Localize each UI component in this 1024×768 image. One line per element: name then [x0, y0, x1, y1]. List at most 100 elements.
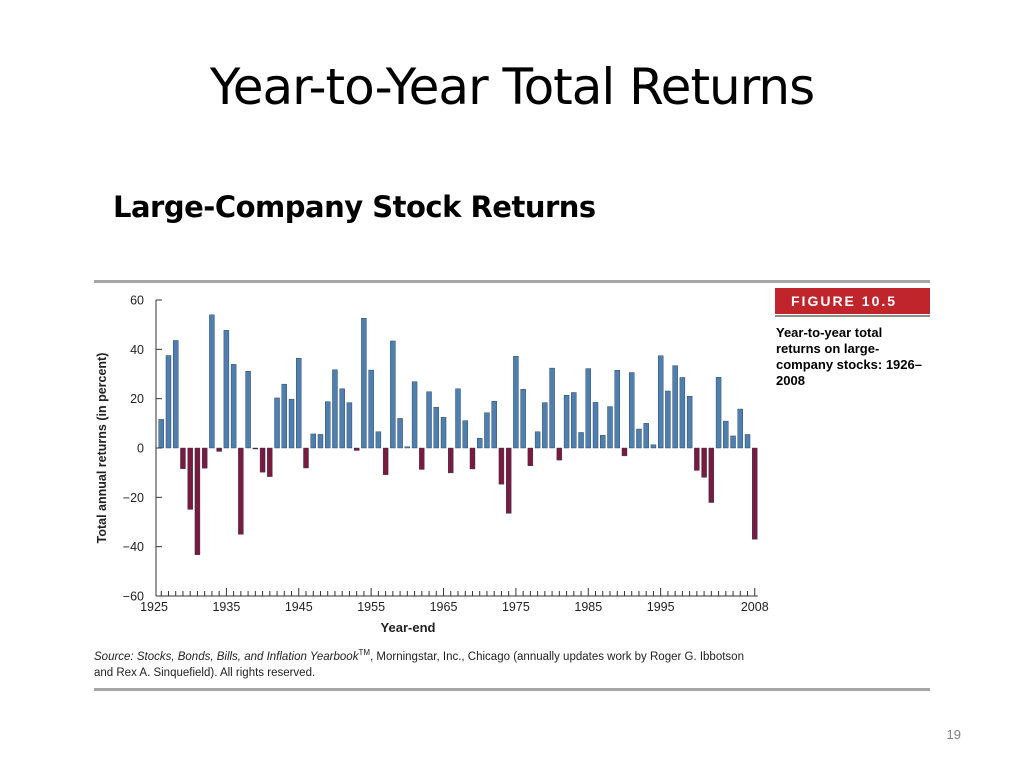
y-tick-label: −60: [123, 590, 144, 604]
bar-1946: [303, 447, 309, 469]
source-note: Source: Stocks, Bonds, Bills, and Inflat…: [94, 645, 764, 681]
y-tick-label: 0: [137, 442, 144, 456]
x-tick-label: 1935: [212, 600, 240, 614]
bar-1969: [469, 447, 476, 470]
bar-1928: [173, 340, 179, 449]
bar-1987: [600, 434, 606, 449]
bar-1984: [578, 432, 584, 449]
bar-1990: [621, 447, 628, 457]
bar-1992: [636, 428, 642, 449]
bar-1931: [194, 447, 201, 556]
bar-2007: [744, 434, 751, 449]
bar-1964: [433, 407, 439, 449]
bar-1997: [672, 365, 678, 449]
bar-1979: [542, 402, 548, 449]
bar-1977: [527, 447, 534, 466]
trademark-mark: TM: [358, 648, 371, 657]
source-title: Source: Stocks, Bonds, Bills, and Inflat…: [94, 650, 359, 663]
bar-1934: [216, 447, 222, 452]
x-tick-label: 2008: [741, 600, 769, 614]
bar-1944: [288, 398, 295, 449]
bar-1989: [614, 370, 620, 449]
bars-group: [158, 314, 758, 556]
x-tick-label: 1945: [285, 600, 313, 614]
bar-1991: [629, 372, 635, 449]
bar-1988: [607, 406, 613, 449]
bar-1940: [259, 447, 266, 473]
bar-1962: [419, 447, 425, 470]
bar-1999: [686, 395, 693, 449]
x-tick-label: 1985: [574, 600, 602, 614]
figure-label-underline: [775, 315, 930, 317]
bar-2001: [701, 447, 707, 478]
bar-1975: [513, 356, 519, 449]
bar-1937: [238, 447, 244, 535]
y-axis: 60 40 20 0 −20 −40 −60: [123, 294, 162, 604]
bar-1963: [426, 391, 432, 449]
bar-1954: [361, 318, 367, 449]
bar-1996: [665, 390, 671, 449]
bar-1949: [325, 401, 331, 449]
bar-1960: [404, 446, 411, 449]
figure-top-rule: [94, 280, 930, 283]
slide-title: Year-to-Year Total Returns: [209, 58, 815, 116]
x-tick-label: 1955: [357, 600, 385, 614]
bar-1959: [397, 418, 403, 449]
bar-1948: [317, 434, 324, 449]
bar-1929: [180, 447, 186, 469]
bar-1986: [592, 402, 599, 449]
x-axis-label: Year-end: [381, 620, 436, 635]
bar-1966: [448, 447, 454, 474]
x-tick-label: 1965: [430, 600, 458, 614]
bar-1961: [411, 381, 418, 449]
bar-1957: [382, 447, 389, 475]
bar-1971: [484, 412, 490, 449]
bar-2005: [730, 435, 736, 449]
bar-1943: [281, 383, 287, 449]
bar-1974: [505, 447, 512, 514]
bar-1947: [310, 433, 316, 449]
y-tick-label: −40: [123, 540, 144, 554]
bar-1942: [274, 397, 280, 449]
bar-1927: [165, 355, 172, 449]
bar-1978: [534, 431, 541, 449]
bar-2008: [752, 447, 758, 540]
x-tick-label: 1925: [140, 600, 168, 614]
y-tick-label: 60: [130, 294, 144, 308]
bar-1926: [158, 419, 164, 449]
bar-1994: [650, 444, 657, 449]
bar-1933: [209, 314, 215, 449]
bar-2000: [694, 447, 700, 471]
x-axis: 1925 1935 1945 1955 1965 1975 1985 1995 2008: [140, 588, 769, 614]
bar-1968: [462, 420, 468, 449]
bar-1972: [491, 400, 497, 449]
bar-1930: [187, 447, 193, 510]
bar-1980: [549, 367, 555, 449]
bar-1970: [477, 437, 483, 449]
bar-1935: [223, 330, 230, 449]
y-tick-label: 40: [130, 343, 144, 357]
bar-2002: [708, 447, 715, 503]
y-tick-label: 20: [130, 392, 144, 406]
y-axis-label: Total annual returns (in percent): [95, 353, 109, 544]
figure-bottom-rule: [94, 688, 930, 691]
bar-1965: [440, 416, 447, 449]
bar-1939: [252, 447, 259, 450]
bar-1958: [390, 340, 396, 449]
bar-1995: [657, 355, 664, 449]
bar-1938: [245, 371, 251, 449]
returns-bar-chart: 60 40 20 0 −20 −40 −60 1925 1935 1945 1955 1965 197…: [95, 294, 769, 636]
bar-1945: [296, 358, 302, 449]
bar-1941: [267, 447, 273, 477]
bar-1981: [556, 447, 563, 461]
bar-1967: [455, 388, 461, 449]
bar-2006: [737, 408, 743, 449]
bar-1998: [679, 377, 686, 449]
bar-1976: [520, 389, 526, 449]
y-tick-label: −20: [123, 491, 144, 505]
bar-1973: [498, 447, 505, 485]
figure-caption: Year-to-year total returns on large-comp…: [776, 325, 922, 388]
source-rest: , Morningstar, Inc., Chicago (annually u…: [94, 650, 744, 679]
bar-1982: [563, 395, 570, 449]
figure-label-banner: FIGURE 10.5: [775, 288, 930, 314]
